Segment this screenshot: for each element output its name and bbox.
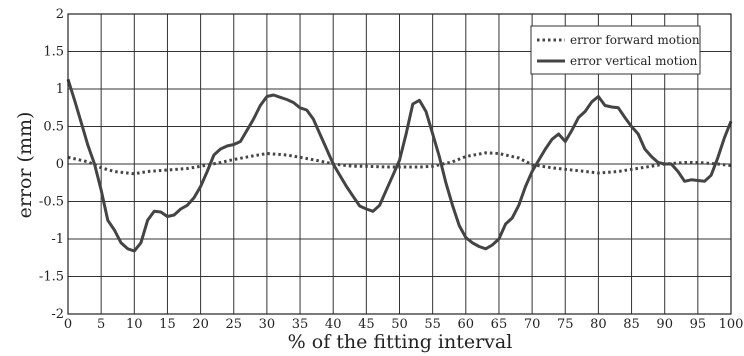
x-tick-labels: 0 5 10 15 20 25 30 35 40 45 50 55 60 65 70 75 80 85 90 95 10… (64, 317, 744, 332)
x-tick-label: 75 (557, 317, 574, 332)
x-tick-label: 65 (491, 317, 508, 332)
legend: error forward motion error vertical moti… (530, 25, 701, 75)
x-tick-label: 30 (259, 317, 276, 332)
y-tick-label: -1.5 (39, 270, 64, 285)
x-tick-label: 85 (623, 317, 640, 332)
legend-box (530, 25, 701, 75)
y-tick-label: 1.5 (43, 45, 64, 60)
legend-label-vertical: error vertical motion (570, 54, 698, 68)
x-tick-label: 55 (424, 317, 441, 332)
x-tick-label: 35 (292, 317, 309, 332)
x-tick-label: 0 (64, 317, 72, 332)
y-tick-label: 1 (56, 82, 64, 97)
x-tick-label: 70 (524, 317, 541, 332)
series-line-vertical-motion (66, 78, 733, 253)
series-line-forward-motion (67, 151, 732, 176)
y-tick-label: -0.5 (39, 195, 64, 210)
y-tick-label: -1 (51, 232, 64, 247)
y-tick-label: 0.5 (43, 120, 64, 135)
x-tick-label: 15 (159, 317, 176, 332)
y-tick-label: 0 (56, 157, 64, 172)
y-tick-label: -2 (51, 307, 64, 322)
x-tick-label: 10 (126, 317, 143, 332)
series-lines (66, 78, 733, 253)
x-tick-label: 60 (458, 317, 475, 332)
x-tick-label: 80 (590, 317, 607, 332)
y-tick-label: 2 (56, 7, 64, 22)
x-tick-label: 5 (97, 317, 105, 332)
x-tick-label: 25 (225, 317, 242, 332)
x-tick-label: 45 (358, 317, 375, 332)
x-axis-label: % of the fitting interval (288, 331, 513, 353)
x-tick-label: 90 (656, 317, 673, 332)
x-tick-label: 100 (719, 317, 744, 332)
x-tick-label: 50 (391, 317, 408, 332)
plot-frame (67, 13, 732, 315)
x-tick-label: 40 (325, 317, 342, 332)
x-tick-label: 20 (192, 317, 209, 332)
y-tick-labels: -2 -1.5 -1 -0.5 0 0.5 1 1.5 2 (39, 7, 64, 322)
x-tick-label: 95 (690, 317, 707, 332)
y-axis-label: error (mm) (14, 112, 36, 219)
legend-label-forward: error forward motion (570, 33, 700, 47)
